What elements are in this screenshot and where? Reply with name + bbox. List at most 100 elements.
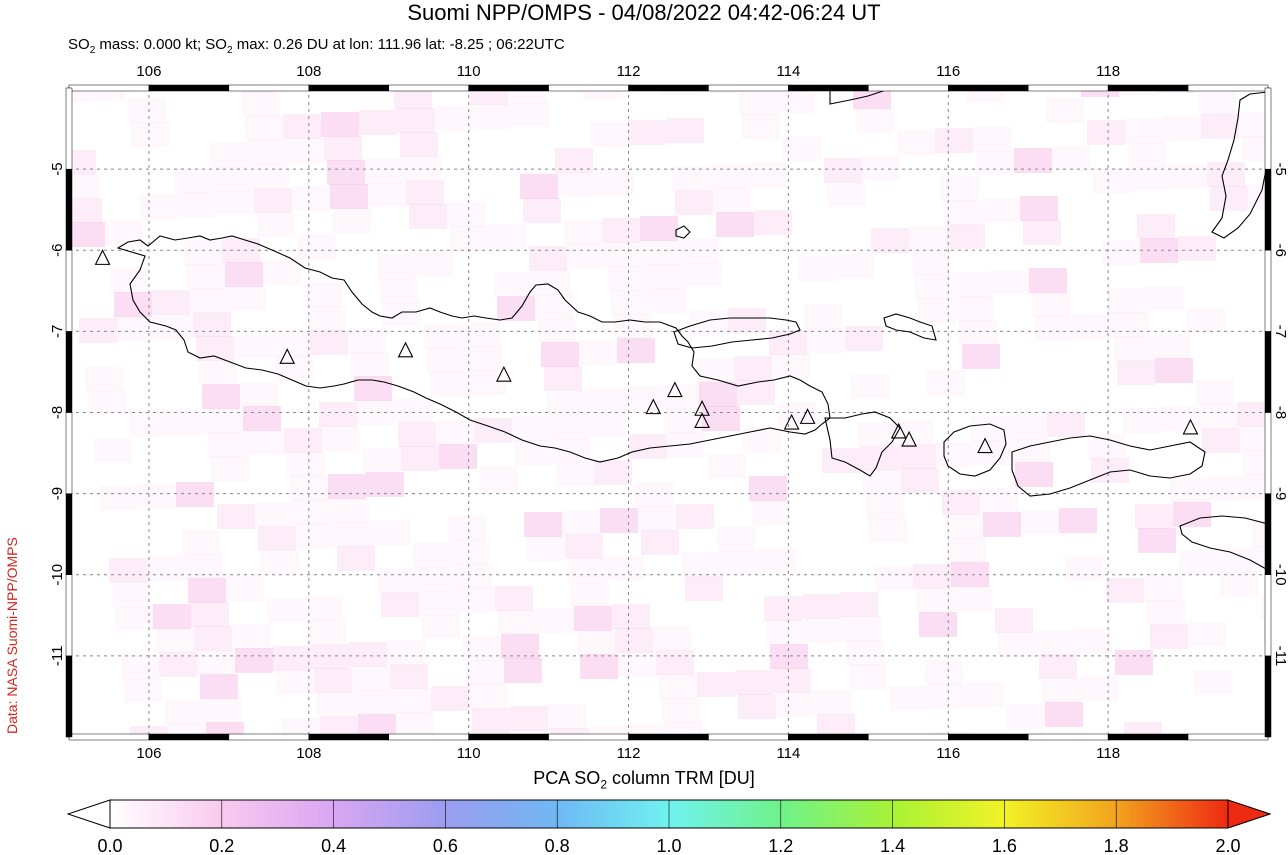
so2-pixel xyxy=(640,216,678,241)
frame-bar-top xyxy=(868,84,949,92)
so2-pixel xyxy=(298,234,336,259)
lat-tick-left: -9 xyxy=(49,487,66,500)
so2-pixel xyxy=(742,114,780,139)
so2-pixel xyxy=(462,322,500,347)
so2-pixel xyxy=(967,88,1005,103)
so2-pixel xyxy=(754,210,792,235)
so2-pixel xyxy=(662,698,700,723)
so2-pixel xyxy=(217,504,255,529)
lat-tick-right: -6 xyxy=(1272,244,1288,257)
so2-pixel xyxy=(182,530,220,555)
so2-pixel xyxy=(547,390,585,415)
so2-pixel xyxy=(956,296,994,321)
triangle-icon xyxy=(667,381,683,398)
so2-pixel xyxy=(866,494,904,519)
so2-pixel xyxy=(1037,26,1075,51)
so2-pixel xyxy=(885,34,923,59)
so2-pixel xyxy=(649,288,687,313)
so2-pixel xyxy=(109,558,147,583)
so2-pixel xyxy=(771,40,809,65)
frame-bar-left xyxy=(65,331,73,413)
so2-pixel xyxy=(251,164,289,189)
so2-pixel xyxy=(1073,314,1111,339)
kangean-coastline xyxy=(883,313,937,341)
so2-pixel xyxy=(628,120,666,145)
frame-bar-left xyxy=(65,168,73,251)
so2-pixel xyxy=(708,454,746,479)
lon-tick-bottom: 108 xyxy=(296,745,321,762)
frame-bar-right xyxy=(1264,168,1272,251)
frame-bar-right xyxy=(1264,574,1272,657)
frame-bar-right xyxy=(1264,87,1272,170)
lon-tick-bottom: 110 xyxy=(457,745,481,762)
so2-pixel xyxy=(130,726,168,737)
so2-pixel xyxy=(263,260,301,285)
colorbar-label: PCA SO2 column TRM [DU] xyxy=(533,768,755,792)
so2-pixel xyxy=(159,652,197,677)
so2-pixel xyxy=(843,616,881,641)
so2-pixel xyxy=(176,482,214,507)
so2-pixel xyxy=(901,468,939,493)
map-title: Suomi NPP/OMPS - 04/08/2022 04:42-06:24 … xyxy=(407,0,881,25)
so2-pixel xyxy=(600,508,638,533)
frame-bar-top xyxy=(468,84,549,92)
volcano-markers xyxy=(94,249,1199,454)
so2-pixel xyxy=(390,664,428,689)
so2-pixel xyxy=(973,126,1011,151)
colorbar-tick-label: 0.4 xyxy=(321,836,346,855)
so2-pixel xyxy=(353,62,391,87)
so2-pixel xyxy=(1023,220,1061,245)
frame-scale-bars xyxy=(65,84,1272,741)
so2-pixel xyxy=(941,176,979,201)
so2-pixel xyxy=(188,578,226,603)
so2-pixel xyxy=(971,416,1009,441)
so2-pixel xyxy=(1108,288,1146,313)
so2-pixel xyxy=(1179,550,1217,575)
so2-pixel xyxy=(234,334,272,359)
frame-bar-right xyxy=(1264,331,1272,413)
colorbar: 0.0 0.2 0.4 0.6 0.8 1.0 1.2 1.4 1.6 1.8 2.0 xyxy=(66,799,1272,855)
frame-bar-top xyxy=(228,84,310,92)
so2-pixel xyxy=(1059,508,1097,533)
coastline-layer xyxy=(116,88,1268,571)
so2-pixel xyxy=(395,398,433,423)
so2-pixel xyxy=(1194,670,1232,695)
so2-pixel xyxy=(178,192,216,217)
colorbar-tick-label: 1.4 xyxy=(880,836,905,855)
so2-pixel xyxy=(1198,90,1236,115)
so2-pixel xyxy=(175,168,213,193)
so2-pixel xyxy=(614,314,652,339)
sumba-coastline xyxy=(1179,515,1268,571)
so2-pixel xyxy=(923,32,961,57)
so2-pixel xyxy=(1029,268,1067,293)
so2-pixel xyxy=(383,302,421,327)
so2-pixel xyxy=(322,426,360,451)
so2-pixel xyxy=(380,278,418,303)
so2-pixel xyxy=(193,312,231,337)
so2-pixel xyxy=(944,200,982,225)
so2-pixel xyxy=(205,408,243,433)
so2-pixel xyxy=(202,384,240,409)
so2-pixel xyxy=(845,326,883,351)
so2-pixel xyxy=(319,402,357,427)
so2-pixel-layer xyxy=(69,26,1268,737)
so2-pixel xyxy=(682,552,720,577)
so2-pixel xyxy=(1080,676,1118,701)
so2-pixel xyxy=(1217,548,1255,573)
so2-pixel xyxy=(777,88,815,113)
so2-pixel xyxy=(1032,292,1070,317)
so2-pixel xyxy=(94,438,132,463)
so2-pixel xyxy=(735,670,773,695)
so2-pixel xyxy=(849,664,887,689)
so2-pixel xyxy=(596,170,634,195)
so2-pixel xyxy=(194,626,232,651)
so2-pixel xyxy=(465,346,503,371)
so2-pixel xyxy=(511,102,549,127)
so2-pixel xyxy=(494,272,532,297)
so2-pixel xyxy=(352,666,390,691)
so2-pixel xyxy=(305,596,343,621)
so2-pixel xyxy=(501,634,539,659)
so2-pixel xyxy=(111,268,149,293)
so2-pixel xyxy=(1128,142,1166,167)
so2-pixel xyxy=(976,150,1014,175)
